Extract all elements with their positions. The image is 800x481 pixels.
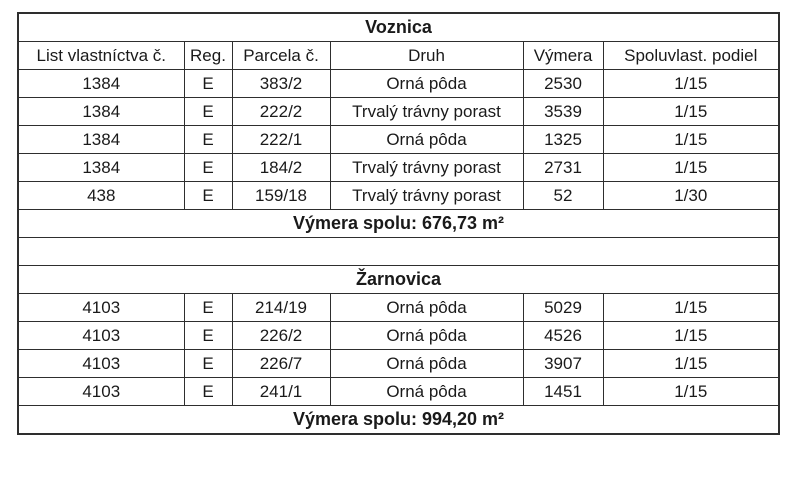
cell: 222/2 (231, 97, 331, 126)
cell: 222/1 (231, 125, 331, 154)
parcel-table: Voznica List vlastníctva č. Reg. Parcela č.… (17, 12, 780, 435)
cell: E (183, 69, 233, 98)
cell: 1/30 (602, 181, 780, 210)
cell: Orná pôda (329, 293, 524, 322)
cell: 159/18 (231, 181, 331, 210)
parcel-table-body: Voznica List vlastníctva č. Reg. Parcela č.… (17, 12, 780, 435)
cell: 383/2 (231, 69, 331, 98)
cell: 1/15 (602, 69, 780, 98)
cell: 1/15 (602, 321, 780, 350)
total-label: Výmera spolu: 676,73 m² (17, 209, 780, 238)
total-label: Výmera spolu: 994,20 m² (17, 405, 780, 435)
cell: E (183, 125, 233, 154)
cell: 1/15 (602, 349, 780, 378)
column-header-3: Druh (329, 41, 524, 70)
cell: 3539 (522, 97, 604, 126)
cell: E (183, 153, 233, 182)
cell: 5029 (522, 293, 604, 322)
cell: 1384 (17, 153, 185, 182)
cell: 2731 (522, 153, 604, 182)
cell: 4103 (17, 349, 185, 378)
cell: 1/15 (602, 125, 780, 154)
cell: 438 (17, 181, 185, 210)
cell: 2530 (522, 69, 604, 98)
column-header-1: Reg. (183, 41, 233, 70)
table-row: 4103 E 214/19 Orná pôda 5029 1/15 (17, 293, 780, 322)
cell: Trvalý trávny porast (329, 97, 524, 126)
cell: 1384 (17, 125, 185, 154)
table-row: 4103 E 241/1 Orná pôda 1451 1/15 (17, 377, 780, 406)
table-row: 438 E 159/18 Trvalý trávny porast 52 1/30 (17, 181, 780, 210)
cell: 241/1 (231, 377, 331, 406)
cell: E (183, 377, 233, 406)
cell: 4103 (17, 293, 185, 322)
cell: 1/15 (602, 97, 780, 126)
cell: 1384 (17, 97, 185, 126)
column-header-row: List vlastníctva č. Reg. Parcela č. Druh Vým… (17, 41, 780, 70)
cell: 1325 (522, 125, 604, 154)
cell: Orná pôda (329, 321, 524, 350)
column-header-5: Spoluvlast. podiel (602, 41, 780, 70)
cell: Trvalý trávny porast (329, 181, 524, 210)
cell: Orná pôda (329, 377, 524, 406)
section-title-row: Žarnovica (17, 265, 780, 294)
cell: Orná pôda (329, 125, 524, 154)
cell: 1384 (17, 69, 185, 98)
table-row: 4103 E 226/7 Orná pôda 3907 1/15 (17, 349, 780, 378)
cell: E (183, 349, 233, 378)
cell: E (183, 293, 233, 322)
table-row: 1384 E 184/2 Trvalý trávny porast 2731 1/15 (17, 153, 780, 182)
cell: 1/15 (602, 293, 780, 322)
cell: 4526 (522, 321, 604, 350)
cell: Orná pôda (329, 69, 524, 98)
cell: 4103 (17, 321, 185, 350)
table-row: 1384 E 222/1 Orná pôda 1325 1/15 (17, 125, 780, 154)
cell: 4103 (17, 377, 185, 406)
column-header-2: Parcela č. (231, 41, 331, 70)
column-header-4: Výmera (522, 41, 604, 70)
spacer-cell (17, 237, 780, 266)
cell: 226/7 (231, 349, 331, 378)
total-row: Výmera spolu: 994,20 m² (17, 405, 780, 435)
cell: 1451 (522, 377, 604, 406)
section-title-row: Voznica (17, 12, 780, 42)
total-row: Výmera spolu: 676,73 m² (17, 209, 780, 238)
table-row: 1384 E 222/2 Trvalý trávny porast 3539 1/15 (17, 97, 780, 126)
cell: 214/19 (231, 293, 331, 322)
section-title: Voznica (17, 12, 780, 42)
spacer-row (17, 237, 780, 266)
cell: 1/15 (602, 153, 780, 182)
column-header-0: List vlastníctva č. (17, 41, 185, 70)
cell: E (183, 97, 233, 126)
cell: 1/15 (602, 377, 780, 406)
cell: E (183, 181, 233, 210)
table-row: 1384 E 383/2 Orná pôda 2530 1/15 (17, 69, 780, 98)
cell: 52 (522, 181, 604, 210)
cell: 226/2 (231, 321, 331, 350)
cell: 3907 (522, 349, 604, 378)
section-title: Žarnovica (17, 265, 780, 294)
cell: E (183, 321, 233, 350)
cell: Orná pôda (329, 349, 524, 378)
cell: 184/2 (231, 153, 331, 182)
cell: Trvalý trávny porast (329, 153, 524, 182)
table-row: 4103 E 226/2 Orná pôda 4526 1/15 (17, 321, 780, 350)
